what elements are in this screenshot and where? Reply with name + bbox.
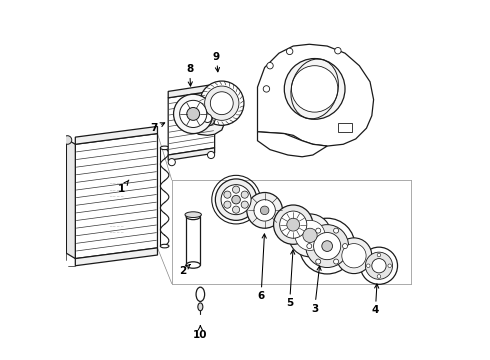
Circle shape: [306, 225, 348, 267]
Circle shape: [295, 220, 325, 250]
Text: _ _ _ _
_ _ _ _
_ _ _ _: _ _ _ _ _ _ _ _ _ _ _ _: [109, 178, 123, 196]
Text: 9: 9: [213, 52, 220, 72]
Text: 6: 6: [257, 234, 266, 301]
Circle shape: [335, 48, 341, 54]
Circle shape: [263, 86, 270, 92]
Circle shape: [334, 259, 339, 264]
Circle shape: [299, 218, 355, 274]
Polygon shape: [258, 44, 373, 146]
Circle shape: [260, 206, 269, 215]
Text: 8: 8: [186, 64, 193, 86]
Circle shape: [221, 185, 251, 215]
Circle shape: [199, 81, 244, 125]
Ellipse shape: [198, 303, 203, 311]
Circle shape: [284, 59, 345, 119]
Circle shape: [343, 244, 347, 249]
Text: 3: 3: [311, 266, 321, 314]
Polygon shape: [168, 148, 215, 160]
Polygon shape: [75, 126, 157, 144]
Polygon shape: [75, 248, 157, 266]
Ellipse shape: [160, 244, 169, 248]
Circle shape: [205, 86, 239, 120]
Circle shape: [287, 218, 300, 231]
Circle shape: [388, 264, 392, 267]
Circle shape: [377, 275, 381, 278]
Text: 4: 4: [372, 284, 379, 315]
Circle shape: [316, 259, 321, 264]
Polygon shape: [75, 134, 157, 258]
Circle shape: [314, 233, 341, 260]
Circle shape: [215, 179, 257, 220]
Circle shape: [207, 152, 215, 158]
Circle shape: [307, 244, 312, 249]
Ellipse shape: [196, 287, 205, 301]
Circle shape: [241, 191, 248, 198]
Ellipse shape: [186, 262, 200, 268]
Polygon shape: [338, 123, 352, 132]
Circle shape: [336, 238, 372, 274]
Circle shape: [224, 201, 231, 208]
Polygon shape: [190, 101, 225, 135]
Circle shape: [173, 94, 213, 134]
Circle shape: [232, 186, 240, 193]
Circle shape: [303, 228, 317, 243]
Circle shape: [377, 253, 381, 257]
Circle shape: [180, 100, 207, 127]
Circle shape: [224, 191, 231, 198]
Ellipse shape: [185, 212, 201, 217]
Circle shape: [292, 66, 338, 112]
Circle shape: [168, 158, 175, 166]
Polygon shape: [258, 132, 327, 157]
Circle shape: [289, 214, 331, 257]
Circle shape: [63, 136, 72, 144]
Circle shape: [280, 211, 307, 238]
Circle shape: [247, 193, 283, 228]
Circle shape: [334, 228, 339, 233]
Polygon shape: [168, 91, 215, 155]
Circle shape: [241, 201, 248, 208]
Circle shape: [287, 48, 293, 55]
Circle shape: [254, 200, 275, 221]
Circle shape: [360, 247, 397, 284]
Circle shape: [210, 92, 233, 114]
Circle shape: [267, 63, 273, 69]
Circle shape: [367, 264, 370, 267]
Circle shape: [232, 206, 240, 213]
Circle shape: [203, 114, 212, 122]
Circle shape: [316, 228, 321, 233]
Polygon shape: [66, 139, 75, 258]
Text: 1: 1: [118, 180, 129, 194]
Ellipse shape: [186, 213, 200, 220]
Text: _ _ _ _
_ _ _ _: _ _ _ _ _ _ _ _: [109, 221, 123, 232]
Circle shape: [322, 241, 333, 251]
Ellipse shape: [160, 146, 169, 150]
Text: 2: 2: [179, 265, 190, 276]
Text: 10: 10: [193, 326, 208, 341]
Text: 7: 7: [150, 123, 165, 133]
Circle shape: [366, 252, 392, 279]
Text: 5: 5: [286, 250, 295, 308]
Circle shape: [199, 111, 215, 126]
Circle shape: [273, 205, 313, 244]
Circle shape: [232, 195, 241, 204]
Polygon shape: [168, 84, 215, 98]
Circle shape: [342, 244, 366, 268]
Circle shape: [372, 258, 386, 273]
Circle shape: [187, 108, 199, 120]
